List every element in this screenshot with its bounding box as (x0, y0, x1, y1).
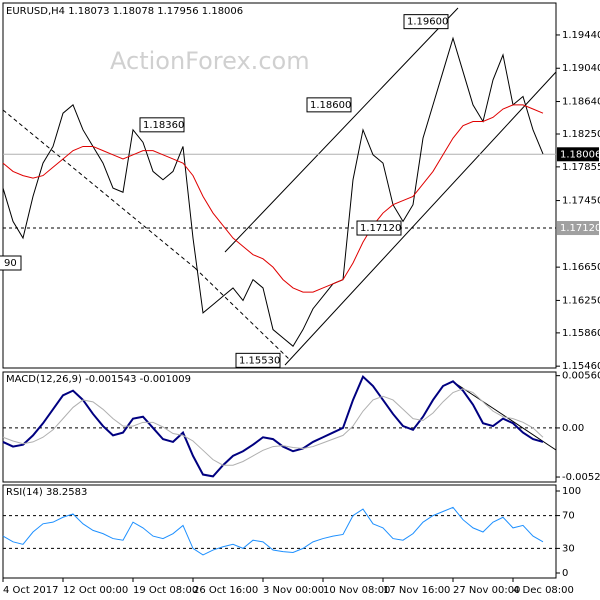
watermark: ActionForex.com (110, 47, 310, 75)
series-line (2, 506, 544, 556)
x-tick-label: 10 Nov 08:00 (323, 585, 390, 596)
channel-line (284, 71, 557, 366)
y-tick-label: 70 (562, 511, 575, 522)
channel-line (224, 7, 459, 253)
annotation-label: 1.18600 (310, 100, 351, 111)
annotation-box (0, 255, 22, 271)
annotation-box (139, 117, 185, 133)
x-tick-label: 4 Oct 2017 (3, 585, 58, 596)
rsi-panel (2, 484, 557, 579)
annotation-box (356, 220, 402, 236)
price-header: EURUSD,H4 1.18073 1.18078 1.17956 1.1800… (6, 6, 243, 17)
annotation-box (403, 14, 449, 30)
annotation-label: 1.18360 (143, 120, 184, 131)
x-tick-label: 26 Oct 16:00 (193, 585, 258, 596)
trend-line (194, 267, 291, 361)
x-tick-label: 19 Oct 08:00 (133, 585, 198, 596)
price-panel (2, 2, 557, 369)
price-tag-label: 1.17120 (560, 223, 600, 234)
series-line (2, 374, 544, 478)
y-tick-label: 1.15860 (562, 328, 600, 339)
x-tick-label: 4 Dec 08:00 (513, 585, 574, 596)
annotation-label: 1.17120 (360, 223, 401, 234)
annotation-box (306, 97, 352, 113)
x-tick-label: 12 Oct 00:00 (63, 585, 128, 596)
y-tick-label: 1.16250 (562, 295, 600, 306)
y-tick-label: 0 (562, 568, 568, 579)
y-tick-label: 1.18250 (562, 129, 600, 140)
y-tick-label: 1.17855 (562, 162, 600, 173)
y-tick-label: 30 (562, 543, 575, 554)
y-tick-label: 1.19440 (562, 30, 600, 41)
annotation-label: 1.15530 (239, 355, 280, 366)
price-tag (557, 147, 599, 162)
macd-trend-line (454, 382, 557, 451)
y-tick-label: 1.19040 (562, 63, 600, 74)
y-tick-label: 1.18640 (562, 97, 600, 108)
x-tick-label: 27 Nov 00:00 (453, 585, 520, 596)
y-tick-label: -0.005267 (562, 472, 600, 483)
series-line (2, 388, 544, 466)
y-tick-label: 0.00 (562, 423, 584, 434)
annotation-label: 1.19600 (407, 17, 448, 28)
y-tick-label: 0.005607 (562, 371, 600, 382)
annotation-box (235, 352, 281, 368)
y-tick-label: 1.15460 (562, 361, 600, 372)
price-tag (557, 221, 599, 236)
x-tick-label: 3 Nov 00:00 (263, 585, 324, 596)
macd-header: MACD(12,26,9) -0.001543 -0.001009 (6, 374, 191, 385)
y-tick-label: 1.17450 (562, 196, 600, 207)
macd-panel (2, 371, 557, 483)
series-line (2, 104, 544, 293)
y-tick-label: 1.16650 (562, 262, 600, 273)
y-tick-label: 100 (562, 486, 581, 497)
annotation-label: 90 (4, 258, 17, 269)
x-tick-label: 17 Nov 16:00 (383, 585, 450, 596)
rsi-header: RSI(14) 38.2583 (6, 487, 87, 498)
price-tag-label: 1.18006 (560, 149, 600, 160)
